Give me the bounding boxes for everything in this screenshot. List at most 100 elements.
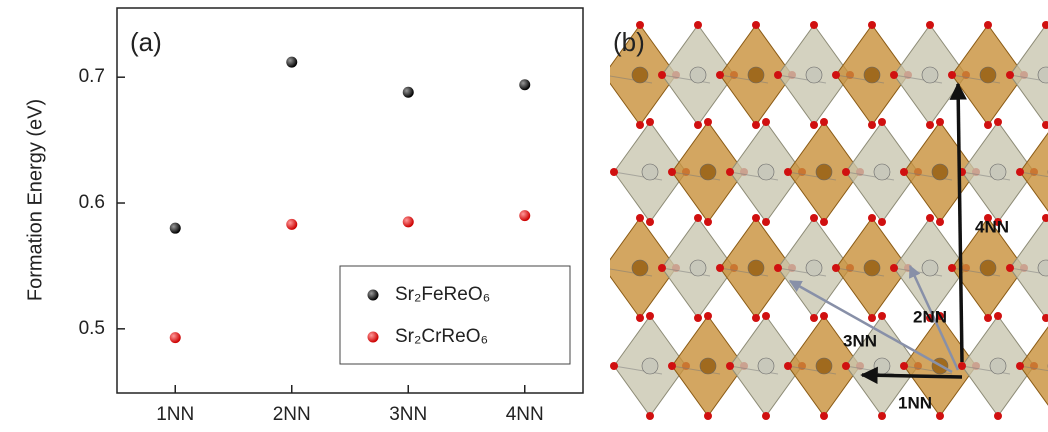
oxygen [1016,168,1024,176]
oxygen [994,312,1002,320]
oxygen [868,214,876,222]
oxygen [752,121,760,129]
legend-label: Sr₂FeReO₆ [395,284,490,305]
oxygen [762,218,770,226]
oxygen [752,21,760,29]
legend-box [340,266,570,364]
oxygen [842,362,850,370]
oxygen [646,312,654,320]
b-cation [922,67,938,83]
oxygen [878,312,886,320]
b-cation [874,358,890,374]
legend-marker [368,332,379,343]
oxygen [984,121,992,129]
b-cation [864,260,880,276]
oxygen [926,21,934,29]
oxygen [994,118,1002,126]
oxygen [668,362,676,370]
b-cation [980,260,996,276]
b-cation [932,164,948,180]
oxygen [994,412,1002,420]
oxygen [900,362,908,370]
b-cation [690,67,706,83]
oxygen [984,21,992,29]
oxygen [704,412,712,420]
oxygen [784,168,792,176]
oxygen [1006,264,1014,272]
legend-label: Sr₂CrReO₆ [395,326,488,347]
b-cation [642,358,658,374]
oxygen [658,71,666,79]
oxygen [984,314,992,322]
oxygen [658,264,666,272]
point [403,87,414,98]
point [286,57,297,68]
oxygen [890,264,898,272]
octahedron [1020,122,1048,222]
b-cation [748,260,764,276]
x-tick-label: 3NN [389,404,427,425]
oxygen [610,168,618,176]
b-cation [758,358,774,374]
oxygen [1042,121,1048,129]
b-cation [632,260,648,276]
oxygen [636,121,644,129]
b-cation [990,358,1006,374]
oxygen [810,21,818,29]
oxygen [762,412,770,420]
oxygen [948,264,956,272]
annotation: 2NN [913,307,947,326]
oxygen [752,314,760,322]
b-cation [864,67,880,83]
point [286,219,297,230]
oxygen [784,362,792,370]
oxygen [878,218,886,226]
oxygen [832,71,840,79]
panel-label: (b) [613,27,645,57]
b-cation [874,164,890,180]
oxygen [948,71,956,79]
y-tick-label: 0.5 [79,318,105,339]
oxygen [878,412,886,420]
oxygen [832,264,840,272]
oxygen [752,214,760,222]
b-cation [632,67,648,83]
oxygen [810,214,818,222]
oxygen [636,314,644,322]
oxygen [1042,21,1048,29]
oxygen [668,168,676,176]
b-cation [690,260,706,276]
oxygen [820,218,828,226]
oxygen [1042,314,1048,322]
oxygen [1016,362,1024,370]
b-cation [816,358,832,374]
b-cation [806,260,822,276]
panel-label: (a) [130,27,162,57]
oxygen [694,314,702,322]
oxygen [694,21,702,29]
annotation: 1NN [898,393,932,412]
x-tick-label: 2NN [273,404,311,425]
oxygen [726,168,734,176]
annotation: 4NN [975,217,1009,236]
nn-arrow [862,375,962,377]
nn-arrow [958,84,962,362]
oxygen [646,218,654,226]
oxygen [774,264,782,272]
oxygen [774,71,782,79]
annotation: 3NN [843,331,877,350]
octahedron [1020,316,1048,416]
figure: (a) (b) Formation Energy (eV) 4NN2NN3NN1… [0,0,1048,432]
b-cation [700,164,716,180]
y-tick-label: 0.6 [79,192,105,213]
y-tick-label: 0.7 [79,66,105,87]
point [403,216,414,227]
b-cation [806,67,822,83]
oxygen [610,362,618,370]
oxygen [694,214,702,222]
oxygen [704,118,712,126]
b-cation [816,164,832,180]
oxygen [704,218,712,226]
oxygen [900,168,908,176]
oxygen [1006,71,1014,79]
